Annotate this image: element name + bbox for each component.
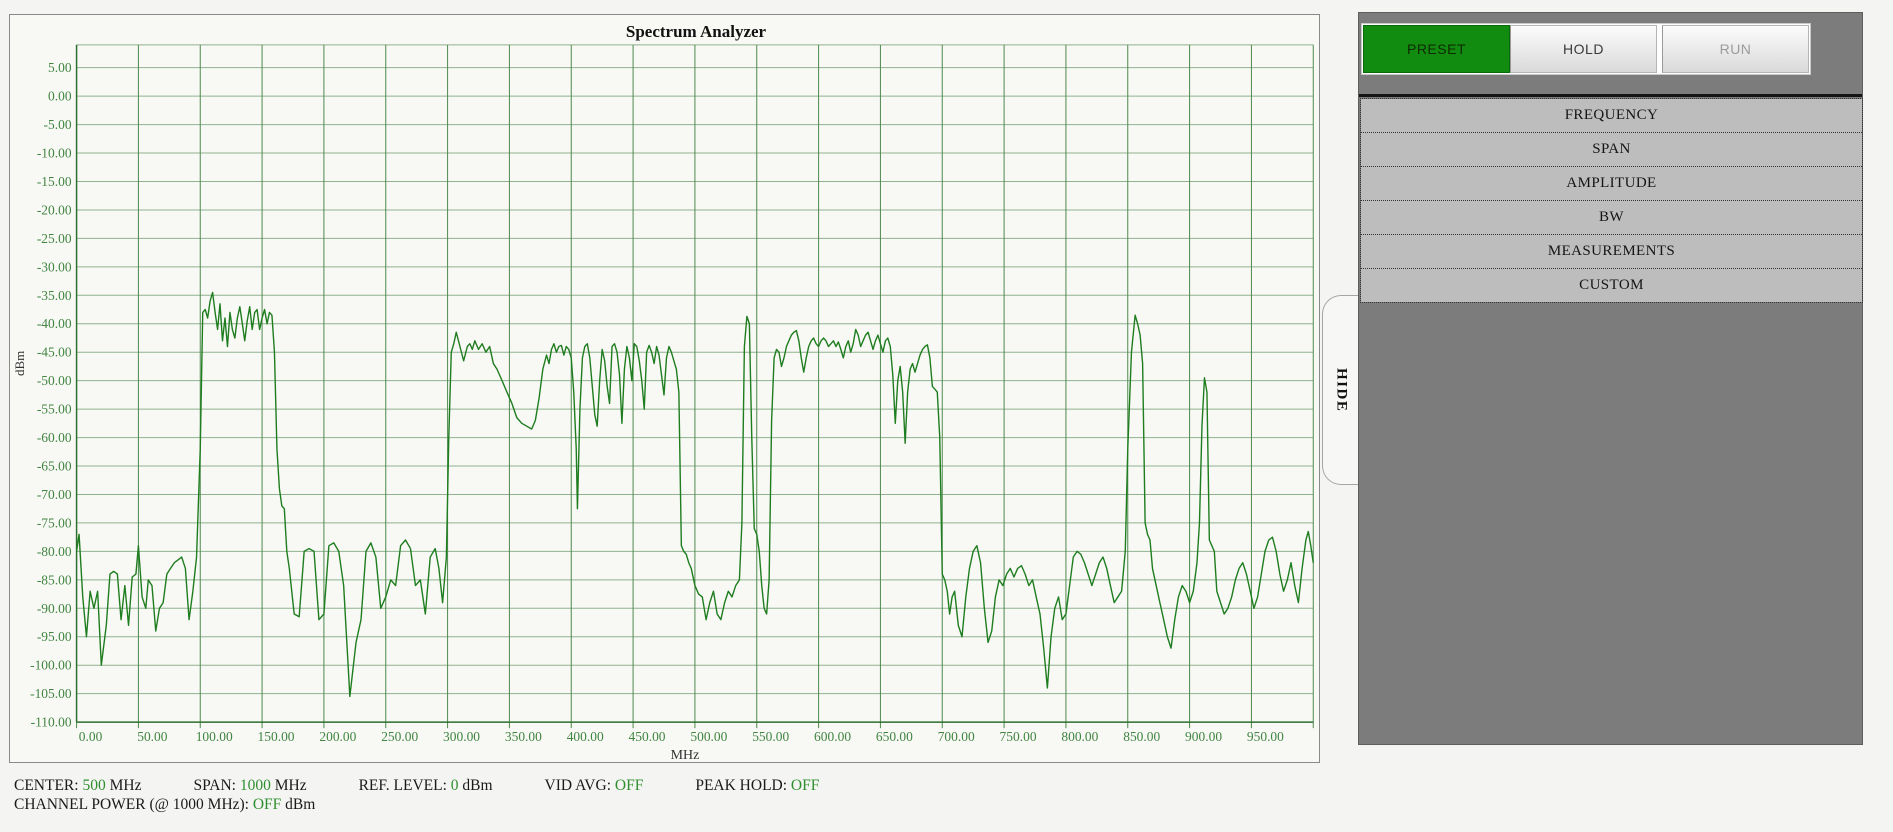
y-tick-label: -90.00	[37, 601, 72, 616]
settings-menu: FREQUENCY SPAN AMPLITUDE BW MEASUREMENTS CUST…	[1360, 98, 1863, 303]
x-tick-label: 450.00	[629, 729, 666, 744]
x-tick-label: 150.00	[258, 729, 295, 744]
x-tick-label: 200.00	[319, 729, 356, 744]
status-value: 0	[450, 777, 459, 794]
y-tick-label: -40.00	[37, 316, 72, 331]
y-tick-label: 0.00	[48, 89, 72, 104]
x-tick-label: 900.00	[1185, 729, 1222, 744]
x-tick-label: 50.00	[137, 729, 168, 744]
y-tick-label: -30.00	[37, 259, 72, 274]
y-tick-label: -65.00	[37, 459, 72, 474]
status-value: 500	[82, 777, 106, 794]
status-unit: dBm	[281, 796, 316, 813]
menu-item-frequency[interactable]: FREQUENCY	[1361, 99, 1862, 133]
y-tick-label: -75.00	[37, 515, 72, 530]
y-tick-label: -95.00	[37, 629, 72, 644]
status-l1-seg-0: CENTER: 500 MHz	[14, 776, 141, 795]
x-tick-label: 550.00	[752, 729, 789, 744]
status-value: OFF	[614, 777, 644, 794]
x-tick-label: 0.00	[79, 729, 103, 744]
status-value: 1000	[239, 777, 271, 794]
menu-item-bw[interactable]: BW	[1361, 201, 1862, 235]
spectrum-trace	[75, 291, 1314, 698]
x-tick-label: 600.00	[814, 729, 851, 744]
y-tick-label: -110.00	[31, 715, 72, 730]
y-tick-label: 5.00	[48, 60, 72, 75]
status-label: REF. LEVEL:	[358, 777, 451, 794]
y-tick-label: -70.00	[37, 487, 72, 502]
status-value: OFF	[252, 796, 282, 813]
y-tick-label: -45.00	[37, 345, 72, 360]
y-tick-label: -80.00	[37, 544, 72, 559]
status-l1-seg-4: PEAK HOLD: OFF	[695, 776, 819, 795]
x-tick-label: 300.00	[443, 729, 480, 744]
status-line-1: CENTER: 500 MHz SPAN: 1000 MHz REF. LEVEL:…	[14, 776, 1314, 795]
status-l1-seg-1: SPAN: 1000 MHz	[193, 776, 306, 795]
x-tick-label: 950.00	[1247, 729, 1284, 744]
status-bar: CENTER: 500 MHz SPAN: 1000 MHz REF. LEVEL:…	[14, 776, 1314, 814]
menu-item-measurements[interactable]: MEASUREMENTS	[1361, 235, 1862, 269]
x-tick-label: 100.00	[196, 729, 233, 744]
x-tick-label: 700.00	[938, 729, 975, 744]
x-tick-label: 500.00	[690, 729, 727, 744]
spectrum-chart-panel: 5.00 0.00 -5.00 -10.00 -15.00 -20.00 -25.00 -30…	[9, 14, 1320, 763]
status-unit: dBm	[458, 777, 493, 794]
y-tick-label: -5.00	[44, 117, 72, 132]
x-tick-label: 800.00	[1061, 729, 1098, 744]
x-tick-label: 750.00	[1000, 729, 1037, 744]
y-tick-label: -10.00	[37, 146, 72, 161]
y-tick-label: -85.00	[37, 572, 72, 587]
y-tick-label: -60.00	[37, 430, 72, 445]
status-unit: MHz	[270, 777, 307, 794]
run-control-toolbar: PRESET HOLD RUN	[1361, 23, 1811, 75]
y-axis-title: dBm	[12, 350, 27, 376]
hide-panel-tab[interactable]: HIDE	[1322, 295, 1359, 485]
x-tick-label: 850.00	[1123, 729, 1160, 744]
y-tick-label: -105.00	[30, 686, 72, 701]
preset-button[interactable]: PRESET	[1363, 25, 1510, 73]
status-line-2: CHANNEL POWER (@ 1000 MHz): OFF dBm	[14, 795, 1314, 814]
status-l1-seg-2: REF. LEVEL: 0 dBm	[359, 776, 493, 795]
status-l1-seg-3: VID AVG: OFF	[545, 776, 644, 795]
y-tick-label: -35.00	[37, 288, 72, 303]
panel-divider	[1359, 94, 1862, 97]
x-tick-label: 650.00	[876, 729, 913, 744]
menu-item-custom[interactable]: CUSTOM	[1361, 269, 1862, 302]
y-tick-label: -50.00	[37, 373, 72, 388]
status-l2-seg-0: CHANNEL POWER (@ 1000 MHz): OFF dBm	[14, 795, 315, 814]
x-tick-label: 250.00	[381, 729, 418, 744]
x-tick-label: 350.00	[505, 729, 542, 744]
hold-button[interactable]: HOLD	[1510, 25, 1657, 73]
status-unit: MHz	[105, 777, 142, 794]
control-panel: PRESET HOLD RUN FREQUENCY SPAN AMPLITUDE BW ME…	[1358, 12, 1863, 745]
x-tick-label: 400.00	[567, 729, 604, 744]
chart-title: Spectrum Analyzer	[625, 22, 767, 41]
y-tick-label: -55.00	[37, 402, 72, 417]
spectrum-plot: 5.00 0.00 -5.00 -10.00 -15.00 -20.00 -25.00 -30…	[30, 44, 1314, 762]
y-tick-label: -15.00	[37, 174, 72, 189]
y-tick-label: -100.00	[30, 658, 72, 673]
status-label: SPAN:	[193, 777, 240, 794]
status-label: PEAK HOLD:	[695, 777, 791, 794]
run-button: RUN	[1662, 25, 1809, 73]
x-axis-title: MHz	[671, 748, 700, 762]
menu-item-amplitude[interactable]: AMPLITUDE	[1361, 167, 1862, 201]
menu-item-span[interactable]: SPAN	[1361, 133, 1862, 167]
y-tick-label: -25.00	[37, 231, 72, 246]
status-label: VID AVG:	[544, 777, 615, 794]
status-label: CENTER:	[14, 777, 83, 794]
y-tick-label: -20.00	[37, 202, 72, 217]
status-value: OFF	[790, 777, 820, 794]
status-label: CHANNEL POWER (@ 1000 MHz):	[14, 796, 253, 813]
